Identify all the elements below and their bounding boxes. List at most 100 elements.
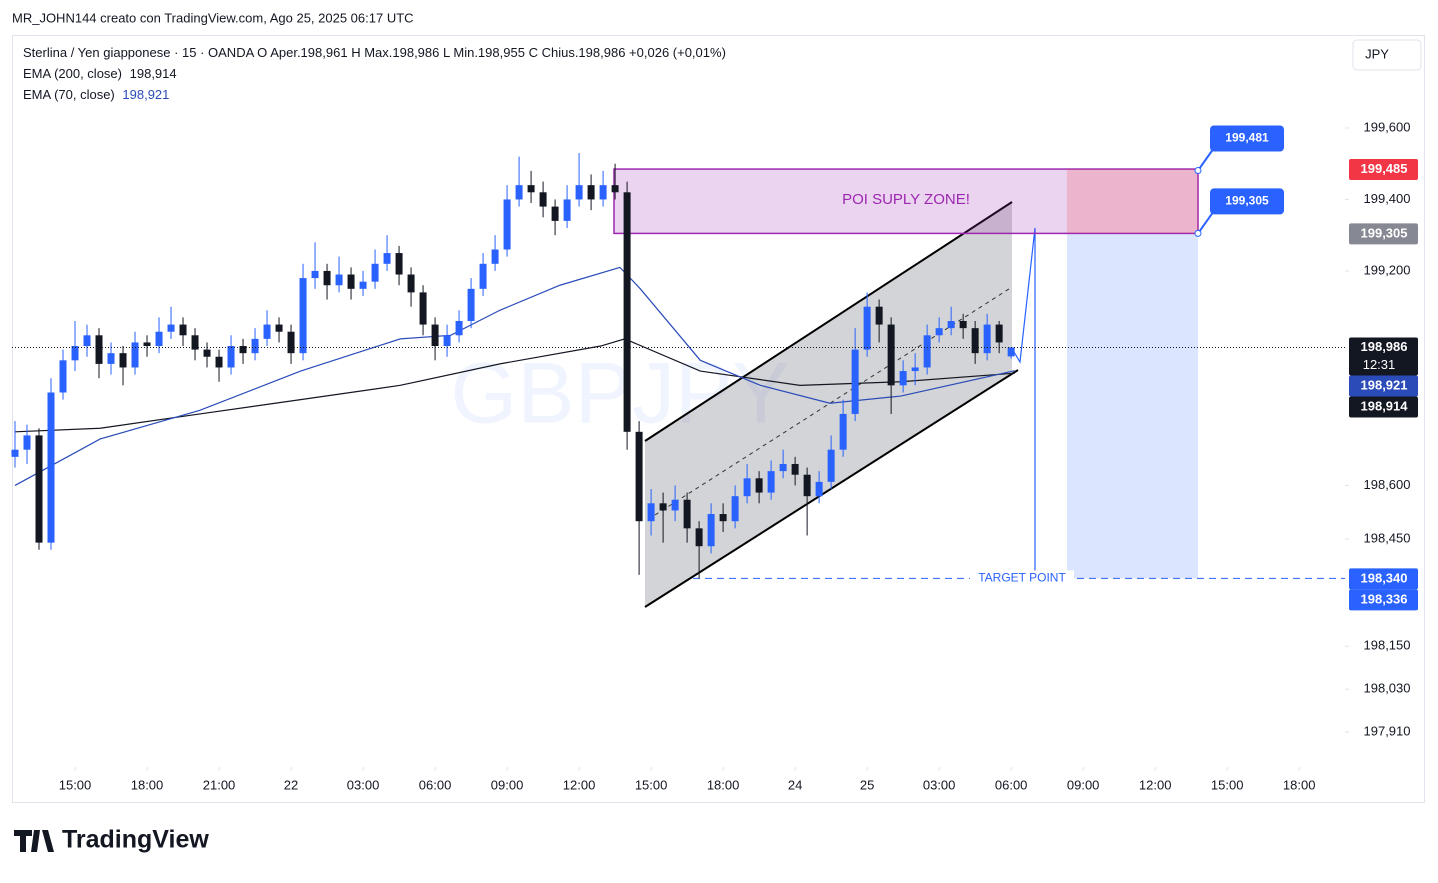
candle-body [131, 342, 139, 368]
candle-body [767, 471, 775, 493]
candle-body [563, 199, 571, 221]
current-price-label: 198,986 [1361, 339, 1408, 354]
candle-body [71, 346, 79, 361]
channel: POI SUPLY ZONE! TARGET POINT [613, 168, 1345, 608]
candle-body [299, 278, 307, 354]
candle-body [215, 356, 223, 368]
price-label: 198,921 [1361, 377, 1408, 392]
callout-anchor [1194, 166, 1202, 174]
candle-body [803, 474, 811, 497]
candle-body [395, 253, 403, 275]
callout-box [1210, 125, 1284, 152]
change: +0,026 (+0,01%) [629, 45, 726, 60]
candle-body [827, 449, 835, 482]
y-tick-label: 199,600 [1364, 119, 1411, 134]
chart-frame [12, 35, 1425, 803]
legend-value: Chius.198,986 [542, 45, 626, 60]
x-tick-label: 12:00 [563, 777, 596, 792]
legend-key: H [351, 45, 360, 60]
price-label-box [1349, 159, 1418, 181]
x-tick-label: 15:00 [1211, 777, 1244, 792]
x-tick-label: 03:00 [347, 777, 380, 792]
candle-body [239, 346, 247, 354]
callout-label: 199,305 [1225, 194, 1269, 208]
legend-line: Sterlina / Yen giapponese · 15 · OANDA O… [23, 45, 726, 60]
ema-legend: EMA (70, close) 198,921 [23, 87, 169, 102]
callout-anchor [1194, 229, 1202, 237]
x-tick-label: 22 [284, 777, 298, 792]
price-label-box [1349, 223, 1418, 245]
ema-name: EMA (70, close) [23, 87, 115, 102]
candle-body [455, 320, 463, 336]
position-stop [1067, 169, 1198, 234]
candle-body [491, 249, 499, 264]
candle-body [371, 263, 379, 282]
candle-body [275, 324, 283, 332]
candle-body [155, 331, 163, 347]
y-tick-label: 199,200 [1364, 262, 1411, 277]
candle-body [575, 185, 583, 200]
attribution: MR_JOHN144 creato con TradingView.com, A… [12, 10, 414, 25]
candle-body [287, 331, 295, 354]
x-tick-label: 06:00 [995, 777, 1028, 792]
candle-body [467, 288, 475, 321]
candle-body [143, 342, 151, 347]
candle-body [95, 335, 103, 364]
candle-body [611, 185, 619, 193]
x-tick-label: 09:00 [1067, 777, 1100, 792]
x-tick-label: 18:00 [131, 777, 164, 792]
candle-body [1007, 347, 1015, 357]
candle-body [551, 206, 559, 221]
candle-body [227, 346, 235, 368]
candle-body [599, 185, 607, 200]
x-tick-label: 18:00 [1283, 777, 1316, 792]
candle-body [527, 185, 535, 193]
x-tick-label: 12:00 [1139, 777, 1172, 792]
candle-body [695, 528, 703, 547]
candle-body [59, 360, 67, 393]
candle-body [659, 503, 667, 511]
candle-body [347, 274, 355, 289]
candle-body [923, 335, 931, 368]
x-tick-label: 18:00 [707, 777, 740, 792]
candle-body [995, 324, 1003, 343]
candle-body [839, 413, 847, 450]
legend-key: L [443, 45, 450, 60]
candle-body [119, 353, 127, 368]
candle-body [947, 320, 955, 329]
candle-body [971, 328, 979, 354]
candle-body [587, 185, 595, 200]
y-tick-label: 198,150 [1364, 638, 1411, 653]
candle-body [203, 349, 211, 357]
candle-body [191, 335, 199, 350]
position-target [1067, 233, 1198, 579]
candle-body [515, 185, 523, 200]
ema-line [14, 266, 1015, 486]
target-label: TARGET POINT [978, 571, 1066, 585]
y-tick-label: 199,400 [1364, 191, 1411, 206]
candle-body [779, 463, 787, 472]
target-label-bg [970, 570, 1074, 587]
zone-label: POI SUPLY ZONE! [842, 191, 970, 208]
legend-value: Max.198,986 [364, 45, 439, 60]
candle-body [407, 274, 415, 293]
y-tick-label: 198,450 [1364, 531, 1411, 546]
price-label-box [1349, 589, 1418, 611]
currency[interactable]: JPY [1365, 46, 1389, 61]
candle-body [707, 514, 715, 547]
x-tick-label: 24 [788, 777, 802, 792]
candle-body [311, 270, 319, 279]
x-tick-label: 15:00 [59, 777, 92, 792]
candle-body [359, 281, 367, 289]
candle-body [479, 263, 487, 289]
candle-body [623, 192, 631, 432]
candle-body [35, 435, 43, 543]
price-label-box [1349, 568, 1418, 590]
symbol: Sterlina / Yen giapponese · 15 · OANDA [23, 45, 255, 60]
candle-body [683, 499, 691, 529]
currency-box[interactable] [1352, 39, 1422, 71]
candle-body [335, 274, 343, 286]
legend-key: O [257, 45, 267, 60]
watermark: GBPJPY [450, 346, 789, 442]
legend-key: C [529, 45, 538, 60]
